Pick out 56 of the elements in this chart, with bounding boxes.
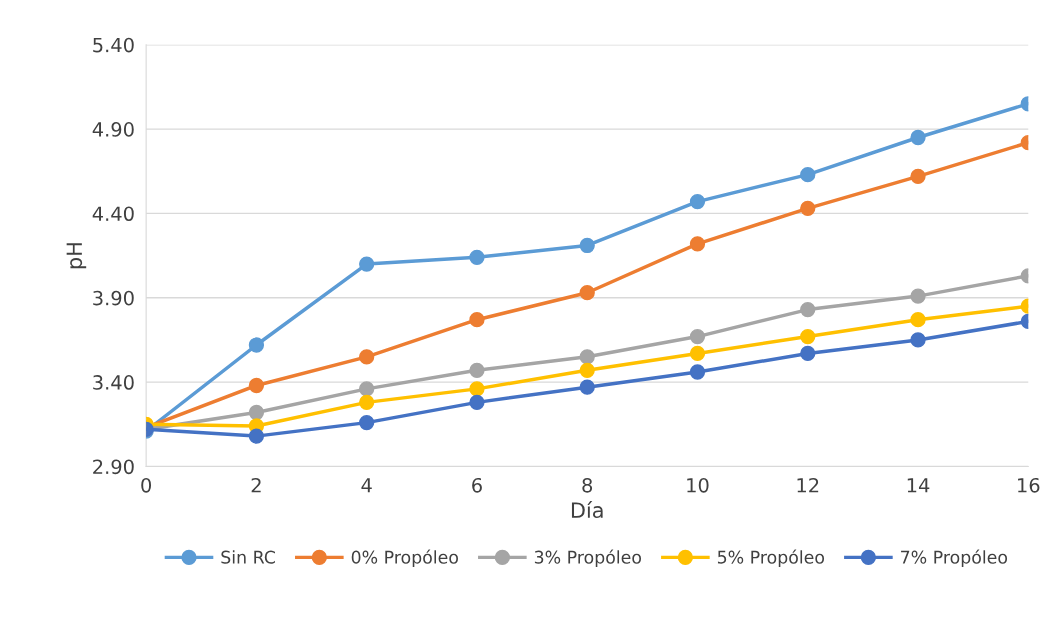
y-axis-title: pH bbox=[66, 243, 87, 269]
point bbox=[359, 256, 375, 272]
point bbox=[248, 428, 265, 444]
y-tick-label: 5.40 bbox=[93, 37, 134, 53]
point bbox=[359, 414, 375, 431]
point bbox=[800, 328, 816, 345]
point bbox=[579, 379, 595, 395]
point bbox=[910, 129, 926, 146]
y-tick-label: 3.90 bbox=[93, 290, 134, 306]
legend-label: 7% Propóleo bbox=[901, 549, 1008, 568]
point bbox=[469, 249, 485, 265]
x-tick-label: 4 bbox=[361, 478, 372, 493]
point bbox=[359, 349, 375, 365]
x-tick-label: 6 bbox=[472, 477, 482, 493]
point bbox=[689, 345, 706, 362]
x-tick-label: 8 bbox=[582, 477, 593, 493]
point bbox=[579, 349, 595, 365]
x-tick-label: 10 bbox=[687, 477, 709, 493]
legend-label: Sin RC bbox=[221, 550, 275, 564]
point bbox=[910, 332, 926, 348]
point bbox=[469, 394, 485, 411]
point bbox=[910, 312, 926, 328]
x-tick-label: 16 bbox=[1018, 477, 1040, 493]
point bbox=[800, 200, 816, 217]
point bbox=[800, 345, 816, 362]
point bbox=[689, 236, 706, 252]
y-tick-label: 2.90 bbox=[93, 459, 134, 475]
x-tick-label: 12 bbox=[797, 477, 819, 493]
point bbox=[579, 285, 595, 301]
y-tick-label: 4.40 bbox=[92, 206, 134, 222]
point bbox=[248, 377, 265, 394]
point bbox=[800, 166, 816, 183]
point bbox=[800, 301, 816, 318]
y-tick-label: 4.90 bbox=[92, 122, 134, 137]
point bbox=[469, 381, 485, 397]
point bbox=[579, 237, 595, 254]
point bbox=[359, 381, 375, 397]
point bbox=[910, 288, 926, 304]
point bbox=[248, 337, 265, 353]
x-tick-label: 2 bbox=[251, 477, 261, 493]
point bbox=[689, 328, 706, 345]
point bbox=[359, 394, 375, 411]
point bbox=[248, 404, 265, 421]
x-axis-title: Día bbox=[571, 501, 603, 519]
x-tick-label: 14 bbox=[907, 478, 930, 493]
point bbox=[689, 364, 706, 380]
point bbox=[469, 362, 485, 378]
point bbox=[910, 168, 926, 184]
y-tick-label: 3.40 bbox=[93, 375, 134, 390]
legend-label: 5% Propóleo bbox=[717, 549, 825, 568]
point bbox=[469, 312, 485, 328]
legend-label: 0% Propóleo bbox=[351, 549, 458, 568]
point bbox=[579, 362, 595, 378]
x-tick-label: 0 bbox=[141, 477, 152, 493]
legend-label: 3% Propóleo bbox=[534, 549, 642, 568]
point bbox=[689, 193, 706, 210]
